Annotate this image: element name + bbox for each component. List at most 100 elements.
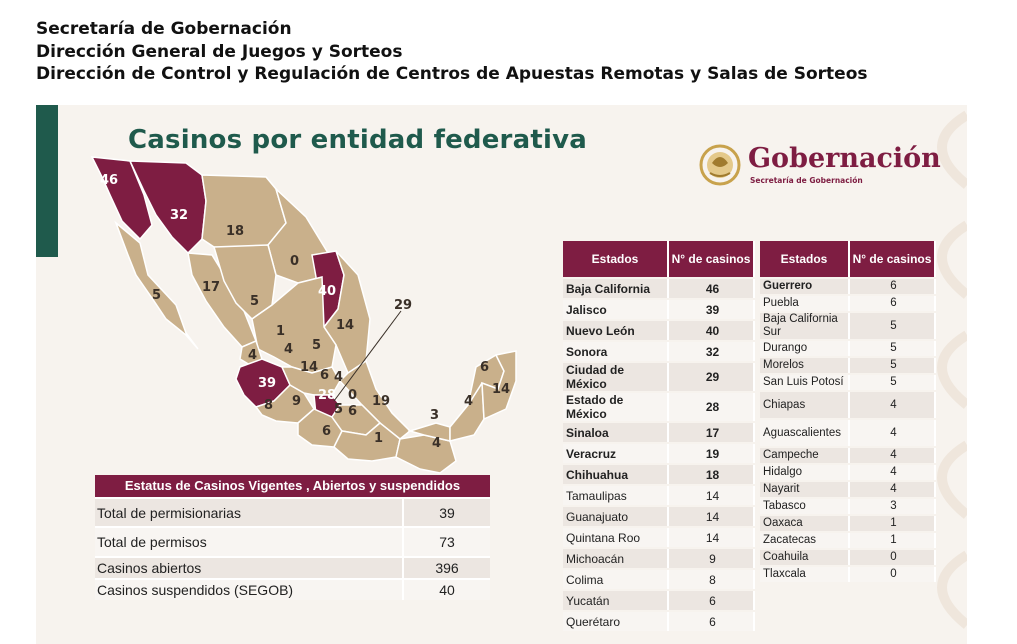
state-cell: Nuevo León bbox=[563, 321, 669, 340]
map-veracruz bbox=[338, 359, 412, 440]
count-cell: 6 bbox=[669, 591, 755, 610]
count-cell: 4 bbox=[850, 482, 936, 497]
status-label: Casinos suspendidos (SEGOB) bbox=[95, 580, 404, 600]
status-value: 73 bbox=[404, 528, 490, 556]
coat-of-arms-icon bbox=[699, 144, 741, 186]
map-campeche bbox=[449, 380, 485, 442]
table-row: Nayarit 4 bbox=[760, 482, 936, 497]
status-row: Total de permisos 73 bbox=[95, 526, 490, 556]
map-label: 40 bbox=[318, 284, 336, 299]
table-row: Colima 8 bbox=[563, 570, 755, 589]
state-cell: Veracruz bbox=[563, 444, 669, 463]
map-label: 4 bbox=[248, 348, 257, 363]
state-cell: Aguascalientes bbox=[760, 420, 850, 446]
map-label: 3 bbox=[430, 408, 439, 423]
count-cell: 28 bbox=[669, 393, 755, 421]
header-line-3: Dirección de Control y Regulación de Cen… bbox=[36, 64, 868, 84]
slide-title: Casinos por entidad federativa bbox=[128, 125, 587, 155]
map-label: 5 bbox=[250, 294, 259, 309]
state-cell: Coahuila bbox=[760, 550, 850, 565]
state-cell: Tlaxcala bbox=[760, 567, 850, 582]
map-label: 17 bbox=[202, 280, 220, 295]
count-cell: 14 bbox=[669, 486, 755, 505]
table-row: Tabasco 3 bbox=[760, 499, 936, 514]
accent-bar bbox=[36, 105, 58, 257]
count-cell: 0 bbox=[850, 550, 936, 565]
table-row: Sinaloa 17 bbox=[563, 423, 755, 442]
map-label: 6 bbox=[348, 404, 357, 419]
status-value: 39 bbox=[404, 499, 490, 526]
count-cell: 0 bbox=[850, 567, 936, 582]
count-cell: 39 bbox=[669, 300, 755, 319]
state-cell: Tamaulipas bbox=[563, 486, 669, 505]
count-cell: 17 bbox=[669, 423, 755, 442]
count-cell: 1 bbox=[850, 516, 936, 531]
state-cell: Hidalgo bbox=[760, 465, 850, 480]
count-cell: 29 bbox=[669, 363, 755, 391]
count-cell: 3 bbox=[850, 499, 936, 514]
table-row: Campeche 4 bbox=[760, 448, 936, 463]
status-table-title: Estatus de Casinos Vigentes , Abiertos y… bbox=[95, 475, 490, 497]
table-row: San Luis Potosí 5 bbox=[760, 375, 936, 390]
map-quintana-roo bbox=[481, 350, 517, 421]
state-cell: Ciudad de México bbox=[563, 363, 669, 391]
status-label: Total de permisionarias bbox=[95, 499, 404, 526]
table-row: Hidalgo 4 bbox=[760, 465, 936, 480]
map-label: 0 bbox=[348, 388, 357, 403]
state-cell: Morelos bbox=[760, 358, 850, 373]
table-row: Jalisco 39 bbox=[563, 300, 755, 319]
state-cell: Campeche bbox=[760, 448, 850, 463]
count-cell: 5 bbox=[850, 358, 936, 373]
map-tamaulipas bbox=[323, 250, 371, 375]
logo-name: Gobernación bbox=[748, 143, 941, 174]
count-cell: 4 bbox=[850, 465, 936, 480]
gobernacion-logo: Gobernación Secretaría de Gobernación bbox=[698, 141, 958, 193]
state-cell: Querétaro bbox=[563, 612, 669, 631]
count-cell: 8 bbox=[669, 570, 755, 589]
table-row: Tlaxcala 0 bbox=[760, 567, 936, 582]
map-bajio bbox=[280, 366, 341, 396]
state-cell: Tabasco bbox=[760, 499, 850, 514]
state-cell: Colima bbox=[563, 570, 669, 589]
table-row: Guanajuato 14 bbox=[563, 507, 755, 526]
map-central-states bbox=[251, 276, 337, 374]
casinos-table-right: Estados N° de casinos Guerrero 6 Puebla 6 … bbox=[760, 239, 936, 584]
count-cell: 6 bbox=[850, 296, 936, 311]
count-cell: 5 bbox=[850, 375, 936, 390]
document-header: Secretaría de Gobernación Dirección Gene… bbox=[36, 18, 868, 86]
state-cell: Chihuahua bbox=[563, 465, 669, 484]
count-cell: 19 bbox=[669, 444, 755, 463]
map-label: 5 bbox=[312, 338, 321, 353]
map-label: 4 bbox=[334, 370, 343, 385]
table-row: Sonora 32 bbox=[563, 342, 755, 361]
map-label: 8 bbox=[264, 398, 273, 413]
table-row: Zacatecas 1 bbox=[760, 533, 936, 548]
state-cell: Durango bbox=[760, 341, 850, 356]
state-cell: Sonora bbox=[563, 342, 669, 361]
table-row: Nuevo León 40 bbox=[563, 321, 755, 340]
map-label: 14 bbox=[492, 382, 510, 397]
state-cell: Guerrero bbox=[760, 279, 850, 294]
state-cell: Sinaloa bbox=[563, 423, 669, 442]
table-row: Morelos 5 bbox=[760, 358, 936, 373]
state-cell: Baja California Sur bbox=[760, 313, 850, 339]
map-label: 18 bbox=[226, 224, 244, 239]
count-cell: 40 bbox=[669, 321, 755, 340]
map-label: 0 bbox=[290, 254, 299, 269]
count-cell: 4 bbox=[850, 420, 936, 446]
table-row: Veracruz 19 bbox=[563, 444, 755, 463]
map-label: 19 bbox=[372, 394, 390, 409]
table-row: Aguascalientes 4 bbox=[760, 420, 936, 446]
table-row: Quintana Roo 14 bbox=[563, 528, 755, 547]
count-cell: 6 bbox=[669, 612, 755, 631]
map-label: 4 bbox=[464, 394, 473, 409]
table-row: Querétaro 6 bbox=[563, 612, 755, 631]
count-cell: 14 bbox=[669, 528, 755, 547]
map-label: 29 bbox=[394, 298, 412, 313]
state-cell: Oaxaca bbox=[760, 516, 850, 531]
table-row: Baja California Sur 5 bbox=[760, 313, 936, 339]
map-label: 4 bbox=[284, 342, 293, 357]
col-header-count: N° de casinos bbox=[850, 241, 936, 277]
state-cell: Yucatán bbox=[563, 591, 669, 610]
count-cell: 32 bbox=[669, 342, 755, 361]
